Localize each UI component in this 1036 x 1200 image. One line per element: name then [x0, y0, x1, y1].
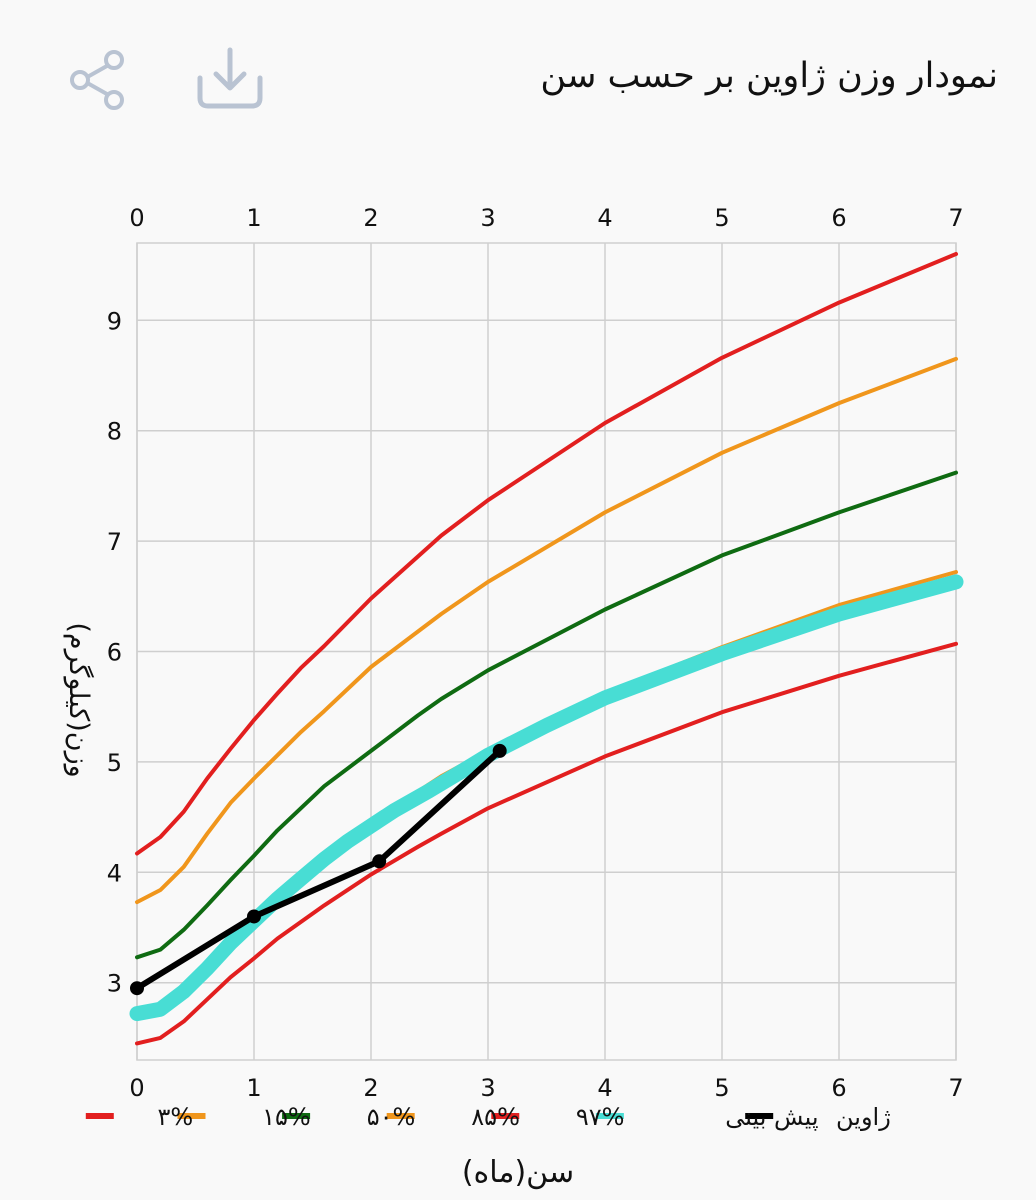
x-tick-label-top: 3	[480, 204, 495, 232]
legend-label: ژاوین	[836, 1103, 891, 1131]
data-point	[492, 743, 507, 758]
legend-label: ۵۰%	[367, 1103, 416, 1131]
legend-label: ۱۵%	[262, 1103, 311, 1131]
series-line-2	[135, 470, 958, 960]
data-point	[247, 909, 261, 924]
legend-label: ۸۵%	[471, 1103, 520, 1131]
series-line-5	[129, 574, 964, 1022]
x-tick-label-top: 0	[129, 204, 144, 232]
x-tick-label-bottom: 6	[831, 1074, 846, 1102]
grid	[136, 242, 957, 1061]
tick-labels: 0 0 1 1 2 2 3 3 4 4 5 5 6 6 7 7 3 4 5 6 7 8 9	[107, 204, 964, 1102]
x-tick-label-top: 7	[948, 204, 963, 232]
y-axis-label: وزن(کیلوگرم)	[63, 622, 95, 777]
y-tick-label: 6	[107, 639, 122, 667]
y-tick-label: 9	[107, 307, 122, 335]
y-tick-label: 4	[107, 859, 122, 887]
x-tick-label-top: 4	[597, 204, 612, 232]
x-axis-label: سن(ماه)	[462, 1155, 574, 1190]
x-tick-label-bottom: 5	[714, 1074, 729, 1102]
data-point	[372, 854, 387, 869]
y-tick-label: 8	[107, 418, 122, 446]
series-line-3	[135, 356, 958, 905]
series-lines	[129, 252, 964, 1046]
page-title: نمودار وزن ژاوین بر حسب سن	[540, 56, 998, 96]
legend: ژاوین پیش بینی ۹۷% ۸۵% ۵۰% ۱۵% ۳%	[85, 1103, 891, 1131]
x-tick-label-bottom: 0	[129, 1074, 144, 1102]
data-point	[130, 981, 144, 996]
x-tick-label-bottom: 7	[948, 1074, 963, 1102]
legend-label: پیش بینی	[725, 1103, 818, 1131]
download-button[interactable]	[192, 44, 268, 114]
legend-label: ۹۷%	[576, 1103, 625, 1131]
series-line-6	[134, 747, 503, 992]
series-line-4	[135, 252, 958, 856]
legend-label: ۳%	[158, 1103, 194, 1131]
download-icon	[197, 47, 263, 109]
x-tick-label-bottom: 3	[480, 1074, 495, 1102]
x-tick-label-top: 5	[714, 204, 729, 232]
share-button[interactable]	[66, 48, 130, 112]
series-line-0	[135, 641, 958, 1046]
share-icon	[70, 50, 124, 110]
x-tick-label-top: 6	[831, 204, 846, 232]
x-tick-label-top: 2	[363, 204, 378, 232]
x-tick-label-bottom: 1	[246, 1074, 261, 1102]
x-tick-label-bottom: 2	[363, 1074, 378, 1102]
x-tick-label-top: 1	[246, 204, 261, 232]
x-tick-label-bottom: 4	[597, 1074, 612, 1102]
y-tick-label: 3	[107, 970, 122, 998]
y-tick-label: 7	[107, 528, 122, 556]
y-tick-label: 5	[107, 749, 122, 777]
